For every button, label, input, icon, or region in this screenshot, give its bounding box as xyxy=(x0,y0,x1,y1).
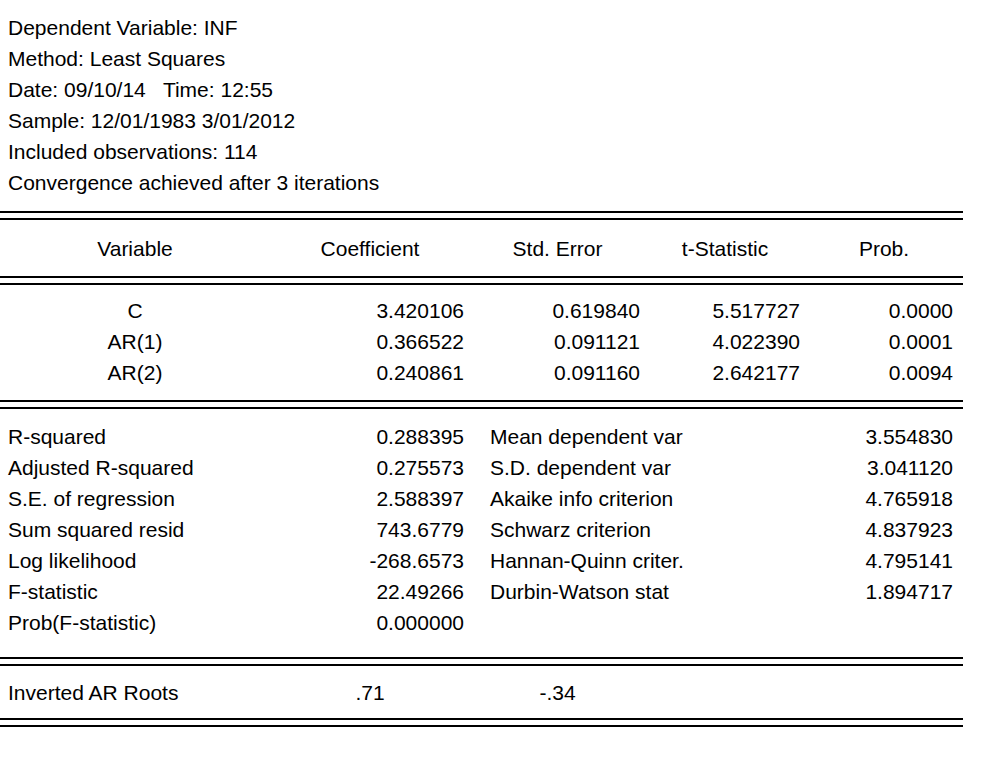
roots-empty-cell xyxy=(805,666,963,718)
variable-name: AR(1) xyxy=(0,326,270,357)
stat-label: Hannan-Quinn criter. xyxy=(470,545,760,576)
stat-label: Mean dependent var xyxy=(470,409,760,452)
table-row: C 3.420106 0.619840 5.517727 0.0000 xyxy=(0,285,963,326)
double-rule xyxy=(0,276,963,285)
t-statistic: 4.022390 xyxy=(645,326,805,357)
stat-value: 4.765918 xyxy=(760,483,963,514)
stat-label: S.D. dependent var xyxy=(470,452,760,483)
regression-output: Dependent Variable: INF Method: Least Sq… xyxy=(0,0,984,727)
column-header-variable: Variable xyxy=(0,220,270,276)
coefficient: 3.420106 xyxy=(270,285,470,326)
variable-name: AR(2) xyxy=(0,357,270,400)
coefficient-table-body: C 3.420106 0.619840 5.517727 0.0000 AR(1… xyxy=(0,285,963,400)
column-header-coefficient: Coefficient xyxy=(270,220,470,276)
stat-value: -268.6573 xyxy=(340,545,470,576)
stat-value xyxy=(760,607,963,652)
t-statistic: 5.517727 xyxy=(645,285,805,326)
stats-row: Adjusted R-squared 0.275573 S.D. depende… xyxy=(0,452,963,483)
prob: 0.0001 xyxy=(805,326,963,357)
roots-label: Inverted AR Roots xyxy=(0,666,270,718)
coefficient: 0.366522 xyxy=(270,326,470,357)
stat-value: 3.554830 xyxy=(760,409,963,452)
std-error: 0.091160 xyxy=(470,357,645,400)
convergence-line: Convergence achieved after 3 iterations xyxy=(8,167,984,198)
coefficient: 0.240861 xyxy=(270,357,470,400)
stat-value: 0.275573 xyxy=(340,452,470,483)
stat-value: 743.6779 xyxy=(340,514,470,545)
table-row: AR(1) 0.366522 0.091121 4.022390 0.0001 xyxy=(0,326,963,357)
stat-label: Adjusted R-squared xyxy=(0,452,340,483)
column-header-prob: Prob. xyxy=(805,220,963,276)
stat-label xyxy=(470,607,760,652)
t-statistic: 2.642177 xyxy=(645,357,805,400)
table-row: AR(2) 0.240861 0.091160 2.642177 0.0094 xyxy=(0,357,963,400)
stat-value: 0.288395 xyxy=(340,409,470,452)
stat-value: 4.837923 xyxy=(760,514,963,545)
column-header-t-statistic: t-Statistic xyxy=(645,220,805,276)
root-value: -.34 xyxy=(470,666,645,718)
observations-line: Included observations: 114 xyxy=(8,136,984,167)
double-rule xyxy=(0,211,963,220)
stats-row: F-statistic 22.49266 Durbin-Watson stat … xyxy=(0,576,963,607)
method-line: Method: Least Squares xyxy=(8,43,984,74)
roots-row: Inverted AR Roots .71 -.34 xyxy=(0,666,963,718)
stats-row: S.E. of regression 2.588397 Akaike info … xyxy=(0,483,963,514)
prob: 0.0094 xyxy=(805,357,963,400)
stat-label: R-squared xyxy=(0,409,340,452)
variable-name: C xyxy=(0,285,270,326)
stat-label: S.E. of regression xyxy=(0,483,340,514)
stats-row: Sum squared resid 743.6779 Schwarz crite… xyxy=(0,514,963,545)
stat-value: 3.041120 xyxy=(760,452,963,483)
stats-row: Log likelihood -268.6573 Hannan-Quinn cr… xyxy=(0,545,963,576)
stat-label: Prob(F-statistic) xyxy=(0,607,340,652)
coefficient-table-header: Variable Coefficient Std. Error t-Statis… xyxy=(0,220,963,276)
stat-value: 1.894717 xyxy=(760,576,963,607)
summary-statistics: R-squared 0.288395 Mean dependent var 3.… xyxy=(0,409,963,652)
std-error: 0.091121 xyxy=(470,326,645,357)
root-value: .71 xyxy=(270,666,470,718)
sample-line: Sample: 12/01/1983 3/01/2012 xyxy=(8,105,984,136)
dependent-variable-line: Dependent Variable: INF xyxy=(8,12,984,43)
stat-value: 4.795141 xyxy=(760,545,963,576)
inverted-ar-roots: Inverted AR Roots .71 -.34 xyxy=(0,666,963,718)
stat-label: F-statistic xyxy=(0,576,340,607)
stats-row: R-squared 0.288395 Mean dependent var 3.… xyxy=(0,409,963,452)
stat-label: Durbin-Watson stat xyxy=(470,576,760,607)
double-rule xyxy=(0,400,963,409)
stat-value: 0.000000 xyxy=(340,607,470,652)
double-rule xyxy=(0,718,963,727)
table-header-row: Variable Coefficient Std. Error t-Statis… xyxy=(0,220,963,276)
stat-label: Schwarz criterion xyxy=(470,514,760,545)
column-header-std-error: Std. Error xyxy=(470,220,645,276)
stat-value: 22.49266 xyxy=(340,576,470,607)
prob: 0.0000 xyxy=(805,285,963,326)
stat-label: Akaike info criterion xyxy=(470,483,760,514)
stat-label: Log likelihood xyxy=(0,545,340,576)
roots-empty-cell xyxy=(645,666,805,718)
std-error: 0.619840 xyxy=(470,285,645,326)
stats-row: Prob(F-statistic) 0.000000 xyxy=(0,607,963,652)
stat-value: 2.588397 xyxy=(340,483,470,514)
estimation-summary: Dependent Variable: INF Method: Least Sq… xyxy=(8,12,984,198)
date-time-line: Date: 09/10/14 Time: 12:55 xyxy=(8,74,984,105)
double-rule xyxy=(0,657,963,666)
stat-label: Sum squared resid xyxy=(0,514,340,545)
